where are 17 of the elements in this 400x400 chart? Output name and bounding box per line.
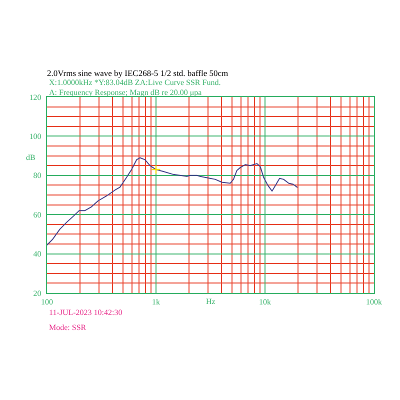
text: 11-JUL-2023 10:42:30 xyxy=(49,308,122,317)
y-tick-label: 120 xyxy=(29,92,42,102)
y-tick-label: 40 xyxy=(33,250,42,259)
x-tick-label: 100k xyxy=(366,298,382,307)
x-tick-label: 10k xyxy=(259,298,271,307)
y-tick-label: 60 xyxy=(33,210,42,220)
x-tick-label: 100 xyxy=(41,298,53,307)
x-axis-title: Hz xyxy=(206,297,216,306)
x-tick-label: 1k xyxy=(152,298,160,307)
annotation: A: Frequency Response; Magn dB re 20.00 μpa xyxy=(49,88,202,97)
chart-subtitle: X:1.0000kHz *Y:83.04dB ZA:Live Curve SSR Fund. xyxy=(49,78,221,87)
text: Mode: SSR xyxy=(49,323,87,332)
y-tick-label: 20 xyxy=(33,288,42,298)
y-tick-label: 100 xyxy=(29,132,42,141)
y-tick-label: 80 xyxy=(33,171,42,180)
y-axis-title: dB xyxy=(26,153,36,162)
chart-title: 2.0Vrms sine wave by IEC268-5 1/2 std. baffle 50cm xyxy=(47,68,228,78)
